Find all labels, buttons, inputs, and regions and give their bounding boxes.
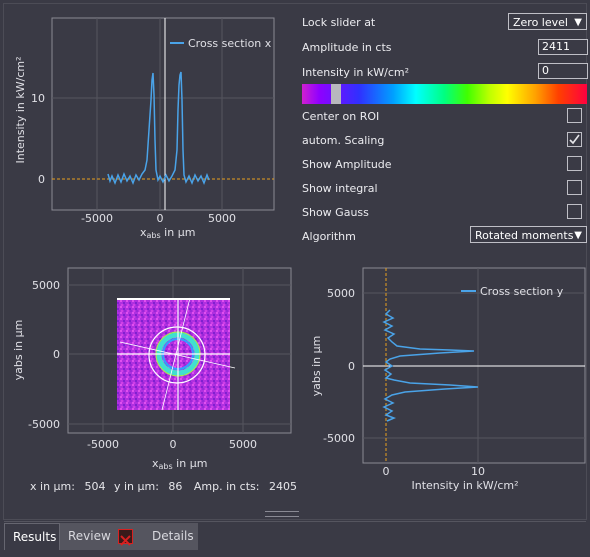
tab-results-label: Results: [13, 530, 57, 544]
ytick: 5000: [327, 287, 355, 300]
grid-x: [52, 18, 274, 210]
amplitude-input[interactable]: 2411: [538, 39, 588, 55]
cross-section-x-plot: Cross section x -5000 0 5000 0 10 xabs i…: [14, 17, 275, 240]
readout-y-label: y in µm:: [113, 480, 159, 493]
show-gauss-checkbox[interactable]: [567, 204, 582, 219]
cross-section-y-plot: Cross section y 5000 0 -5000 0 10 Intens…: [310, 267, 586, 492]
xtick: 0: [170, 438, 177, 451]
autoscale-label: autom. Scaling: [302, 134, 385, 147]
ytick: -5000: [28, 418, 60, 431]
plot-frame-x: [51, 17, 275, 211]
legend-cross-section-y: Cross section y: [480, 285, 564, 298]
readout-y-value: 86: [168, 480, 183, 493]
autoscale-checkbox[interactable]: [567, 132, 582, 147]
algorithm-label: Algorithm: [302, 230, 356, 243]
tab-results[interactable]: Results: [4, 523, 60, 550]
readout-x-value: 504: [84, 480, 106, 493]
lock-slider-select[interactable]: Zero level ▼: [508, 13, 587, 30]
series-cross-section-y: [382, 309, 479, 422]
xlabel-y-plot: Intensity in kW/cm²: [411, 479, 518, 492]
readout-x-label: x in µm:: [30, 480, 75, 493]
xlabel-x-plot: xabs in µm: [140, 226, 195, 240]
beam-image-plot: -5000 0 5000 5000 0 -5000 xabs in µm yab…: [12, 267, 292, 471]
show-amplitude-checkbox[interactable]: [567, 156, 582, 171]
xlabel-image: xabs in µm: [152, 457, 207, 471]
xtick: -5000: [87, 438, 119, 451]
check-icon: [569, 134, 580, 145]
xtick: 5000: [229, 438, 257, 451]
axis-rot-2: [119, 341, 236, 369]
show-gauss-label: Show Gauss: [302, 206, 369, 219]
algorithm-value: Rotated moments: [475, 229, 574, 242]
chevron-down-icon: ▼: [574, 17, 582, 28]
center-on-roi-label: Center on ROI: [302, 110, 380, 123]
show-integral-label: Show integral: [302, 182, 378, 195]
lock-slider-label: Lock slider at: [302, 16, 376, 29]
ytick: -5000: [323, 432, 355, 445]
ylabel-image: yabs in µm: [12, 320, 25, 381]
tab-review[interactable]: Review: [60, 523, 144, 550]
readout-amp-label: Amp. in cts:: [193, 480, 260, 493]
ytick: 0: [38, 173, 45, 186]
roi-circle: [148, 326, 206, 384]
xtick: 0: [157, 212, 164, 225]
show-integral-checkbox[interactable]: [567, 180, 582, 195]
xtick: 10: [471, 465, 485, 478]
readout-amp-value: 2405: [268, 480, 297, 493]
tab-details[interactable]: Details: [144, 523, 198, 550]
chevron-down-icon: ▼: [574, 230, 582, 241]
xtick: -5000: [81, 212, 113, 225]
ytick: 0: [348, 360, 355, 373]
colorbar-slider-handle[interactable]: [331, 84, 342, 104]
close-icon[interactable]: [118, 529, 133, 546]
xtick: 5000: [208, 212, 236, 225]
ylabel-x-plot: Intensity in kW/cm²: [14, 56, 27, 163]
plot-frame-image: [67, 267, 292, 434]
series-cross-section-x: [107, 71, 210, 186]
center-on-roi-checkbox[interactable]: [567, 108, 582, 123]
ytick: 5000: [32, 279, 60, 292]
algorithm-select[interactable]: Rotated moments ▼: [470, 226, 587, 243]
legend-cross-section-x: Cross section x: [188, 37, 272, 50]
amplitude-label: Amplitude in cts: [302, 41, 392, 54]
tab-bar: Results Review Details: [4, 521, 586, 550]
cursor-readout: x in µm: 504 y in µm: 86 Amp. in cts: 24…: [30, 480, 297, 493]
show-amplitude-label: Show Amplitude: [302, 158, 392, 171]
tab-review-label: Review: [68, 529, 111, 543]
splitter-handle[interactable]: [265, 511, 299, 517]
xtick: 0: [383, 465, 390, 478]
ylabel-y-plot: yabs in µm: [310, 336, 323, 397]
axis-rot-1: [161, 297, 191, 411]
ytick: 0: [53, 348, 60, 361]
tab-details-label: Details: [152, 529, 194, 543]
colorbar: [302, 84, 587, 104]
lock-slider-value: Zero level: [513, 16, 568, 29]
intensity-label: Intensity in kW/cm²: [302, 66, 410, 79]
intensity-input[interactable]: 0: [538, 63, 588, 79]
ytick: 10: [31, 92, 45, 105]
main-frame: [3, 3, 587, 520]
